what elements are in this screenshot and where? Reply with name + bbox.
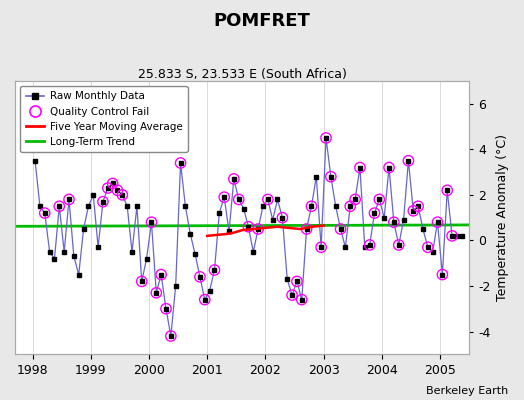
Point — [278, 214, 287, 221]
Point — [235, 196, 243, 203]
Point — [298, 296, 306, 303]
Point — [307, 203, 315, 210]
Point — [220, 194, 228, 200]
Point — [293, 278, 301, 285]
Point — [385, 164, 393, 171]
Point — [113, 187, 122, 194]
Point — [40, 210, 49, 216]
Point — [448, 233, 456, 239]
Point — [177, 160, 185, 166]
Text: Berkeley Earth: Berkeley Earth — [426, 386, 508, 396]
Point — [147, 219, 156, 225]
Point — [443, 187, 451, 194]
Point — [317, 244, 325, 250]
Point — [230, 176, 238, 182]
Point — [196, 274, 204, 280]
Y-axis label: Temperature Anomaly (°C): Temperature Anomaly (°C) — [496, 134, 509, 301]
Point — [370, 210, 379, 216]
Point — [390, 219, 398, 225]
Point — [438, 271, 446, 278]
Point — [167, 333, 175, 339]
Point — [55, 203, 63, 210]
Point — [356, 164, 364, 171]
Point — [118, 192, 127, 198]
Point — [336, 226, 345, 232]
Point — [152, 290, 160, 296]
Legend: Raw Monthly Data, Quality Control Fail, Five Year Moving Average, Long-Term Tren: Raw Monthly Data, Quality Control Fail, … — [20, 86, 188, 152]
Point — [424, 244, 432, 250]
Text: POMFRET: POMFRET — [214, 12, 310, 30]
Point — [409, 208, 418, 214]
Point — [201, 296, 209, 303]
Point — [365, 242, 374, 248]
Point — [433, 219, 442, 225]
Title: 25.833 S, 23.533 E (South Africa): 25.833 S, 23.533 E (South Africa) — [138, 68, 346, 81]
Point — [244, 224, 253, 230]
Point — [65, 196, 73, 203]
Point — [138, 278, 146, 285]
Point — [254, 226, 263, 232]
Point — [414, 203, 422, 210]
Point — [104, 185, 112, 191]
Point — [375, 196, 384, 203]
Point — [157, 271, 165, 278]
Point — [351, 196, 359, 203]
Point — [288, 292, 296, 298]
Point — [99, 198, 107, 205]
Point — [395, 242, 403, 248]
Point — [264, 196, 272, 203]
Point — [326, 174, 335, 180]
Point — [210, 267, 219, 273]
Point — [108, 180, 117, 187]
Point — [302, 226, 311, 232]
Point — [162, 306, 170, 312]
Point — [322, 135, 330, 141]
Point — [346, 203, 354, 210]
Point — [404, 158, 412, 164]
